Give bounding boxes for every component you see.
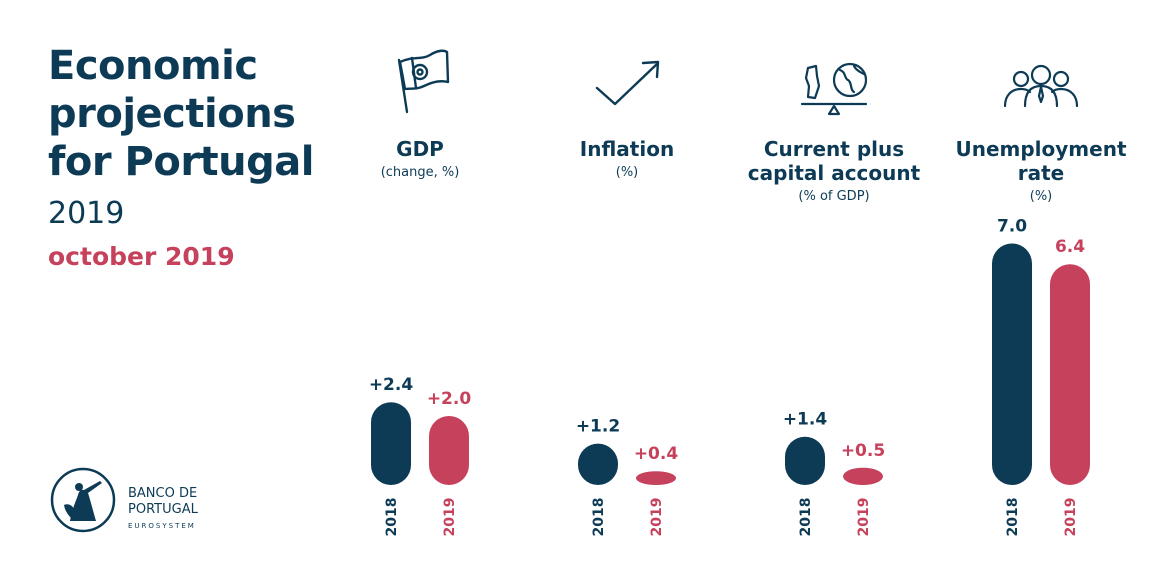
- logo-text: BANCO DE PORTUGAL EUROSYSTEM: [128, 486, 198, 534]
- title-line-2: projections: [48, 91, 296, 137]
- series-label-2-0: 2018: [798, 498, 814, 537]
- series-label-3-1: 2019: [1063, 498, 1079, 537]
- edition-date: october 2019: [48, 242, 235, 271]
- data-label-1-0: +1.2: [576, 417, 620, 437]
- balance-globe-icon: [800, 62, 868, 116]
- bar-1-0: [578, 443, 618, 485]
- data-label-2-0: +1.4: [783, 410, 828, 430]
- group-title-2-0: Current plus: [764, 137, 904, 161]
- group-unit-1: (%): [616, 165, 639, 180]
- flag-icon: [397, 49, 450, 114]
- series-label-1-0: 2018: [591, 498, 607, 537]
- projection-year: 2019: [48, 196, 125, 231]
- trend-arrow-icon: [595, 60, 660, 106]
- group-title-3-0: Unemployment: [955, 137, 1126, 161]
- series-label-0-0: 2018: [384, 498, 400, 537]
- title-line-1: Economic: [48, 43, 258, 89]
- group-title-1-0: Inflation: [580, 137, 674, 161]
- data-label-2-1: +0.5: [841, 441, 885, 461]
- title-line-3: for Portugal: [48, 139, 315, 185]
- bar-0-1: [429, 416, 469, 485]
- logo-line-1: BANCO DE: [128, 486, 198, 501]
- banco-de-portugal-logo-icon: [50, 467, 116, 533]
- group-title-3-1: rate: [1018, 161, 1064, 185]
- series-label-1-1: 2019: [649, 498, 665, 537]
- series-label-2-1: 2019: [856, 498, 872, 537]
- bar-3-0: [992, 243, 1032, 485]
- bar-3-1: [1050, 264, 1090, 485]
- bar-2-1: [843, 467, 883, 485]
- group-title-2-1: capital account: [748, 161, 921, 185]
- series-label-3-0: 2018: [1005, 498, 1021, 537]
- group-title-0-0: GDP: [396, 137, 444, 161]
- series-label-0-1: 2019: [442, 498, 458, 537]
- page-title: Economic projections for Portugal: [48, 42, 315, 186]
- data-label-1-1: +0.4: [634, 444, 679, 464]
- people-icon: [1003, 64, 1079, 108]
- group-unit-0: (change, %): [381, 165, 460, 180]
- data-label-0-1: +2.0: [427, 389, 472, 409]
- logo-line-2: PORTUGAL: [128, 502, 198, 517]
- bar-0-0: [371, 402, 411, 485]
- data-label-0-0: +2.4: [369, 375, 414, 395]
- data-label-3-1: 6.4: [1055, 237, 1085, 257]
- bar-1-1: [636, 471, 676, 485]
- bar-2-0: [785, 436, 825, 485]
- data-label-3-0: 7.0: [997, 217, 1027, 237]
- group-unit-2: (% of GDP): [798, 189, 869, 204]
- logo-line-3: EUROSYSTEM: [128, 522, 196, 530]
- group-unit-3: (%): [1030, 189, 1053, 204]
